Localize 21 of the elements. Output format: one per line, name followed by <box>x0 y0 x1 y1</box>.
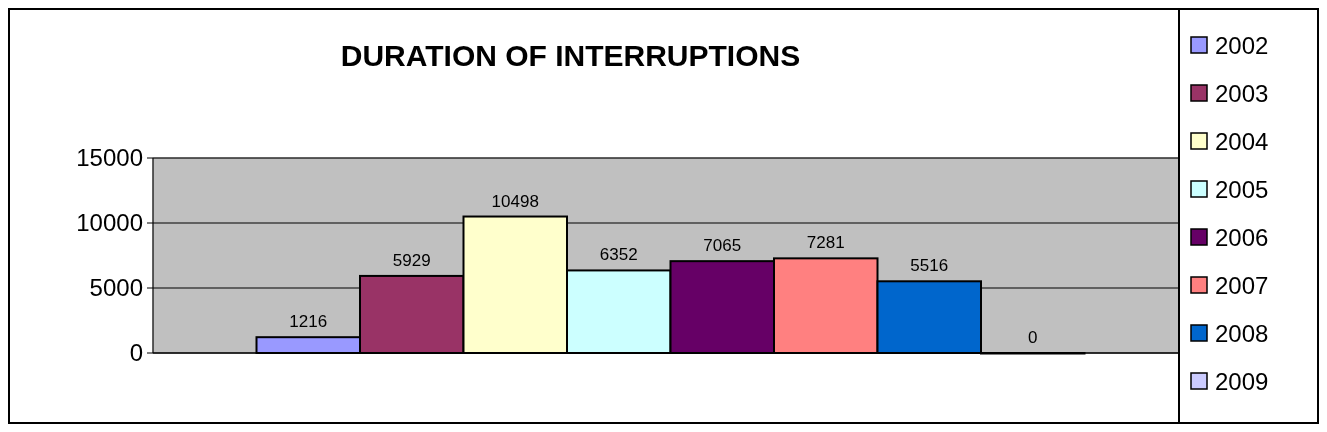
data-label: 5929 <box>392 250 431 270</box>
y-tick-label: 5000 <box>89 274 143 302</box>
chart-title: DURATION OF INTERRUPTIONS <box>340 39 801 72</box>
legend-label: 2003 <box>1215 80 1269 108</box>
y-tick-label: 10000 <box>76 209 143 237</box>
y-tick-label: 0 <box>129 339 143 367</box>
data-label: 6352 <box>599 245 638 265</box>
data-label: 7065 <box>703 236 742 256</box>
legend-label: 2006 <box>1215 224 1269 252</box>
y-tick-label: 15000 <box>76 144 143 172</box>
legend-label: 2004 <box>1215 128 1269 156</box>
legend-label: 2007 <box>1215 272 1269 300</box>
legend-label: 2002 <box>1215 32 1269 60</box>
data-label: 5516 <box>910 256 949 276</box>
data-label: 0 <box>1028 328 1038 347</box>
data-label: 10498 <box>491 191 539 211</box>
data-label: 7281 <box>806 233 845 253</box>
data-label: 1216 <box>289 312 328 332</box>
legend-label: 2005 <box>1215 176 1269 204</box>
legend-label: 2008 <box>1215 320 1269 348</box>
legend-label: 2009 <box>1215 368 1269 396</box>
